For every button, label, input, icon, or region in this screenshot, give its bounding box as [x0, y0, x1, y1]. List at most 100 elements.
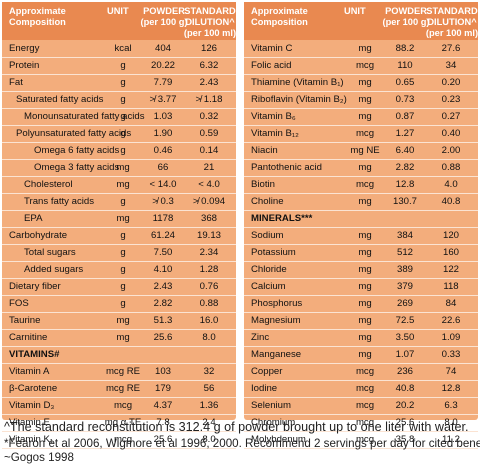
- unit-cell: g: [120, 145, 126, 156]
- nutrient-name: Phosphorus: [251, 298, 303, 309]
- nutrient-name: Added sugars: [24, 264, 84, 275]
- nutrient-name: Vitamin C: [251, 43, 293, 54]
- dilution-value: ≯ 0.094: [192, 196, 226, 207]
- unit-cell: g: [120, 111, 126, 122]
- powder-value: 4.10: [153, 264, 173, 275]
- header-unit: UNIT: [107, 6, 129, 16]
- table-row: Vitamin A mcg RE 103 32: [2, 364, 236, 381]
- powder-value: 7.8: [156, 417, 170, 428]
- powder-value: 379: [396, 281, 413, 292]
- nutrient-name: Niacin: [251, 145, 278, 156]
- dilution-value: 32: [203, 366, 215, 377]
- nutrient-name: Vitamin A: [9, 366, 50, 377]
- unit-cell: g: [120, 77, 126, 88]
- unit-cell: kcal: [114, 43, 132, 54]
- unit-cell: mcg: [355, 400, 375, 411]
- nutrient-name: Iodine: [251, 383, 278, 394]
- nutrient-name: Biotin: [251, 179, 275, 190]
- left-table-header: Approximate Composition UNIT POWDER (per…: [2, 2, 236, 40]
- nutrient-name: Carnitine: [9, 332, 48, 343]
- table-row: Vitamin C mg 88.2 27.6: [244, 41, 478, 58]
- dilution-value: 74: [445, 366, 457, 377]
- powder-value: 25.6: [153, 434, 173, 445]
- table-row: Calcium mg 379 118: [244, 279, 478, 296]
- table-row: Total sugars g 7.50 2.34: [2, 245, 236, 262]
- dilution-value: 19.13: [196, 230, 221, 241]
- dilution-value: 16.0: [199, 315, 219, 326]
- nutrient-name: Manganese: [251, 349, 302, 360]
- unit-cell: mg: [358, 77, 372, 88]
- nutrient-name: Protein: [9, 60, 40, 71]
- powder-value: 4.37: [153, 400, 173, 411]
- dilution-value: 160: [442, 247, 459, 258]
- powder-value: 2.43: [153, 281, 173, 292]
- table-row: Manganese mg 1.07 0.33: [244, 347, 478, 364]
- nutrient-name: Vitamin K₁: [9, 434, 54, 445]
- dilution-value: 0.14: [199, 145, 219, 156]
- table-row: Choline mg 130.7 40.8: [244, 194, 478, 211]
- table-row: Biotin mcg 12.8 4.0: [244, 177, 478, 194]
- nutrient-name: Thiamine (Vitamin B₁): [251, 77, 344, 88]
- table-row: Vitamin K₁ mcg 25.6 8.0: [2, 432, 236, 449]
- unit-cell: mcg: [355, 179, 375, 190]
- nutrient-name: Pantothenic acid: [251, 162, 322, 173]
- powder-value: 51.3: [153, 315, 173, 326]
- dilution-value: 84: [445, 298, 457, 309]
- powder-value: 6.40: [395, 145, 415, 156]
- nutrient-name: Sodium: [251, 230, 284, 241]
- powder-value: 103: [154, 366, 171, 377]
- dilution-value: 11.2: [442, 434, 460, 445]
- nutrient-name: Selenium: [251, 400, 291, 411]
- left-nutrition-table: Approximate Composition UNIT POWDER (per…: [2, 2, 236, 449]
- header-unit: UNIT: [344, 6, 366, 16]
- unit-cell: mcg: [355, 60, 375, 71]
- unit-cell: g: [120, 230, 126, 241]
- dilution-value: 8.0: [444, 417, 458, 428]
- table-row: Cholesterol mg < 14.0 < 4.0: [2, 177, 236, 194]
- table-row: Polyunsaturated fatty acids g 1.90 0.59: [2, 126, 236, 143]
- nutrient-name: FOS: [9, 298, 29, 309]
- unit-cell: g: [120, 281, 126, 292]
- powder-value: 40.8: [395, 383, 415, 394]
- nutrient-name: Copper: [251, 366, 283, 377]
- powder-value: 61.24: [150, 230, 175, 241]
- powder-value: 110: [397, 60, 413, 71]
- unit-cell: mg α TE: [104, 417, 142, 428]
- nutrient-name: Zinc: [251, 332, 270, 343]
- unit-cell: mg: [358, 247, 372, 258]
- powder-value: 2.82: [153, 298, 173, 309]
- footnote-references: *Fearon et al 2006, Wigmore et al 1996, …: [4, 437, 480, 450]
- nutrient-name: β-Carotene: [9, 383, 58, 394]
- unit-cell: mg: [358, 94, 372, 105]
- powder-value: 236: [396, 366, 413, 377]
- table-row: Magnesium mg 72.5 22.6: [244, 313, 478, 330]
- unit-cell: mcg: [355, 366, 375, 377]
- powder-value: 1.27: [395, 128, 415, 139]
- table-row: Chromium mcg 25.6 8.0: [244, 415, 478, 432]
- nutrient-name: Dietary fiber: [9, 281, 61, 292]
- nutrient-name: Omega 3 fatty acids: [34, 162, 120, 173]
- nutrient-name: Folic acid: [251, 60, 292, 71]
- dilution-value: 120: [442, 230, 459, 241]
- nutrient-name: Omega 6 fatty acids: [34, 145, 120, 156]
- unit-cell: mg: [358, 111, 372, 122]
- powder-value: 3.50: [395, 332, 415, 343]
- table-row: Folic acid mcg 110 34: [244, 58, 478, 75]
- dilution-value: 0.23: [441, 94, 461, 105]
- nutrient-name: Magnesium: [251, 315, 301, 326]
- unit-cell: mcg: [113, 400, 133, 411]
- unit-cell: g: [120, 128, 126, 139]
- unit-cell: mg NE: [350, 145, 380, 156]
- dilution-value: 0.32: [199, 111, 219, 122]
- table-row: Pantothenic acid mg 2.82 0.88: [244, 160, 478, 177]
- table-row: β-Carotene mcg RE 179 56: [2, 381, 236, 398]
- dilution-value: 22.6: [441, 315, 461, 326]
- table-row: Potassium mg 512 160: [244, 245, 478, 262]
- dilution-value: 21: [203, 162, 215, 173]
- table-row: Sodium mg 384 120: [244, 228, 478, 245]
- nutrient-name: Vitamin E: [9, 417, 50, 428]
- nutrient-name: Vitamin B₆: [251, 111, 296, 122]
- nutrient-name: Chloride: [251, 264, 287, 275]
- table-row: Zinc mg 3.50 1.09: [244, 330, 478, 347]
- table-row: Iodine mcg 40.8 12.8: [244, 381, 478, 398]
